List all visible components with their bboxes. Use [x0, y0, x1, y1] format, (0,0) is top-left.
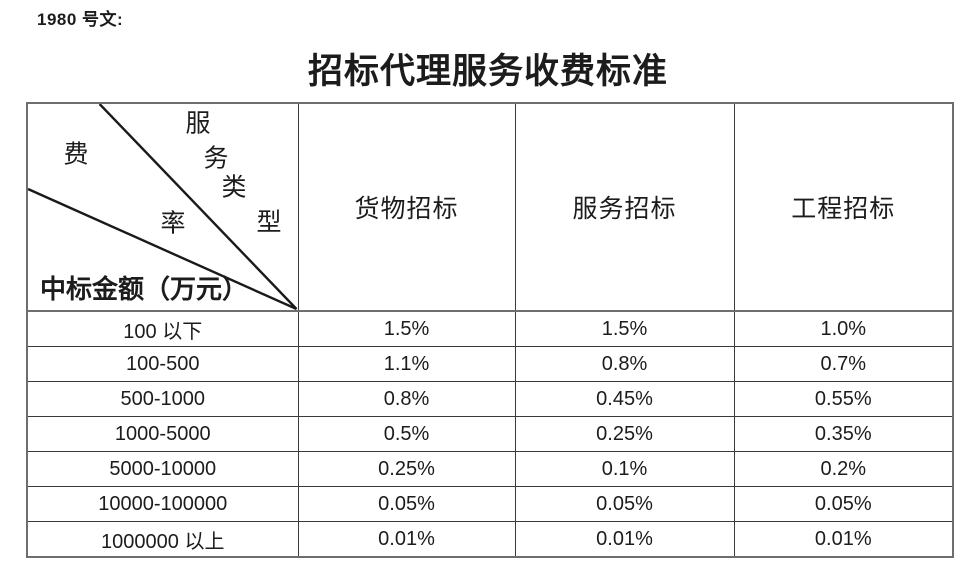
table-row: 500-1000 0.8% 0.45% 0.55%: [26, 381, 954, 417]
rate-cell-goods: 0.25%: [297, 451, 516, 487]
doc-number-label: 1980 号文:: [37, 10, 124, 29]
rate-cell-service: 1.5%: [514, 310, 735, 347]
corner-header-cell: 服 务 类 型 费 率 中标金额（万元）: [26, 102, 299, 312]
rate-cell-goods: 0.5%: [297, 416, 516, 452]
rate-cell-service: 0.8%: [514, 346, 735, 382]
rate-cell-engineering: 1.0%: [733, 310, 954, 347]
row-range-cell: 10000-100000: [26, 486, 299, 522]
corner-amount-label: 中标金额（万元）: [40, 275, 249, 304]
rate-cell-service: 0.05%: [514, 486, 735, 522]
rate-cell-engineering: 0.35%: [733, 416, 954, 452]
rate-cell-engineering: 0.2%: [733, 451, 954, 487]
rate-cell-engineering: 0.7%: [733, 346, 954, 382]
row-range-cell: 500-1000: [26, 381, 299, 417]
rate-cell-service: 0.01%: [514, 521, 735, 558]
rate-cell-service: 0.25%: [514, 416, 735, 452]
column-header-goods: 货物招标: [297, 102, 516, 312]
rate-cell-goods: 0.8%: [297, 381, 516, 417]
rate-cell-goods: 0.05%: [297, 486, 516, 522]
rate-cell-engineering: 0.05%: [733, 486, 954, 522]
row-range-cell: 1000000 以上: [26, 521, 299, 558]
column-header-service: 服务招标: [514, 102, 735, 312]
rate-cell-goods: 1.1%: [297, 346, 516, 382]
rate-cell-engineering: 0.01%: [733, 521, 954, 558]
table-row: 5000-10000 0.25% 0.1% 0.2%: [26, 451, 954, 487]
corner-service-type-char: 类: [221, 174, 247, 202]
fee-standard-table: 服 务 类 型 费 率 中标金额（万元） 货物招标 服务招标 工程招标 100 …: [26, 102, 954, 558]
rate-cell-goods: 0.01%: [297, 521, 516, 558]
rate-cell-goods: 1.5%: [297, 310, 516, 347]
rate-cell-service: 0.1%: [514, 451, 735, 487]
row-range-cell: 100 以下: [26, 310, 299, 347]
row-range-cell: 100-500: [26, 346, 299, 382]
page-title: 招标代理服务收费标准: [307, 52, 668, 91]
table-row: 10000-100000 0.05% 0.05% 0.05%: [26, 486, 954, 522]
column-header-engineering: 工程招标: [733, 102, 954, 312]
table-header-row: 服 务 类 型 费 率 中标金额（万元） 货物招标 服务招标 工程招标: [26, 102, 954, 312]
diagonal-divider-lines: [28, 104, 297, 309]
rate-cell-service: 0.45%: [514, 381, 735, 417]
corner-fee-rate-char: 费: [63, 141, 89, 169]
row-range-cell: 5000-10000: [26, 451, 299, 487]
table-row: 100-500 1.1% 0.8% 0.7%: [26, 346, 954, 382]
corner-service-type-char: 务: [203, 145, 229, 173]
table-row: 100 以下 1.5% 1.5% 1.0%: [26, 310, 954, 347]
corner-service-type-char: 型: [256, 209, 282, 237]
table-row: 1000-5000 0.5% 0.25% 0.35%: [26, 416, 954, 452]
corner-service-type-char: 服: [185, 110, 211, 138]
corner-fee-rate-char: 率: [160, 210, 186, 238]
row-range-cell: 1000-5000: [26, 416, 299, 452]
table-row: 1000000 以上 0.01% 0.01% 0.01%: [26, 521, 954, 558]
rate-cell-engineering: 0.55%: [733, 381, 954, 417]
